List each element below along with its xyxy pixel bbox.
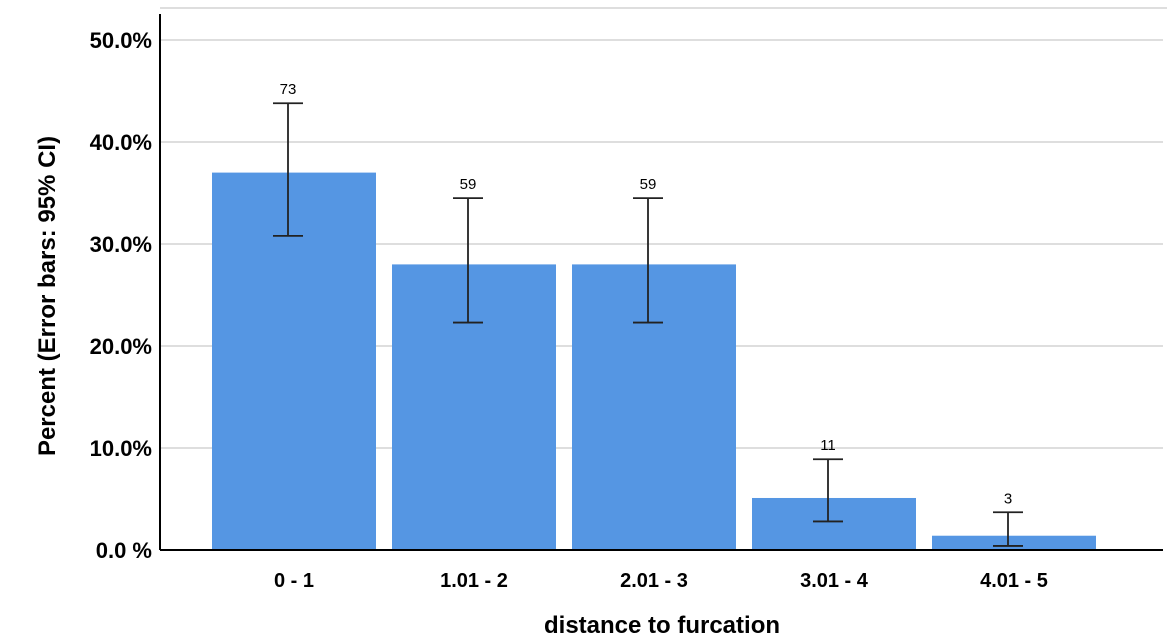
- x-axis-title: distance to furcation: [544, 612, 780, 639]
- bar-2: [392, 264, 556, 550]
- x-tick-label-3: 2.01 - 3: [620, 570, 688, 592]
- bar-4: [752, 497, 916, 550]
- count-label-1: 73: [280, 81, 297, 98]
- count-label-5: 3: [1004, 490, 1012, 507]
- count-label-4: 11: [820, 437, 836, 454]
- x-tick-label-4: 3.01 - 4: [800, 570, 869, 592]
- bars: [212, 172, 1096, 550]
- y-tick-label: 40.0%: [90, 130, 152, 155]
- x-tick-label-2: 1.01 - 2: [440, 570, 508, 592]
- y-tick-label: 10.0%: [90, 436, 152, 461]
- y-tick-label: 50.0%: [90, 28, 152, 53]
- y-tick-label: 20.0%: [90, 334, 152, 359]
- bar-1: [212, 172, 376, 550]
- count-label-3: 59: [640, 176, 657, 193]
- y-axis-title: Percent (Error bars: 95% CI): [34, 136, 61, 456]
- y-tick-labels: 0.0 % 10.0% 20.0% 30.0% 40.0% 50.0%: [90, 28, 152, 563]
- y-tick-label: 30.0%: [90, 232, 152, 257]
- y-tick-label: 0.0 %: [96, 538, 152, 563]
- x-tick-label-5: 4.01 - 5: [980, 570, 1048, 592]
- x-tick-labels: 0 - 1 1.01 - 2 2.01 - 3 3.01 - 4 4.01 - 5: [274, 570, 1048, 592]
- bar-5: [932, 535, 1096, 550]
- count-label-2: 59: [460, 176, 477, 193]
- bar-3: [572, 264, 736, 550]
- x-tick-label-1: 0 - 1: [274, 570, 314, 592]
- error-bars: [273, 102, 1023, 547]
- count-labels: 73 59 59 11 3: [280, 81, 1013, 507]
